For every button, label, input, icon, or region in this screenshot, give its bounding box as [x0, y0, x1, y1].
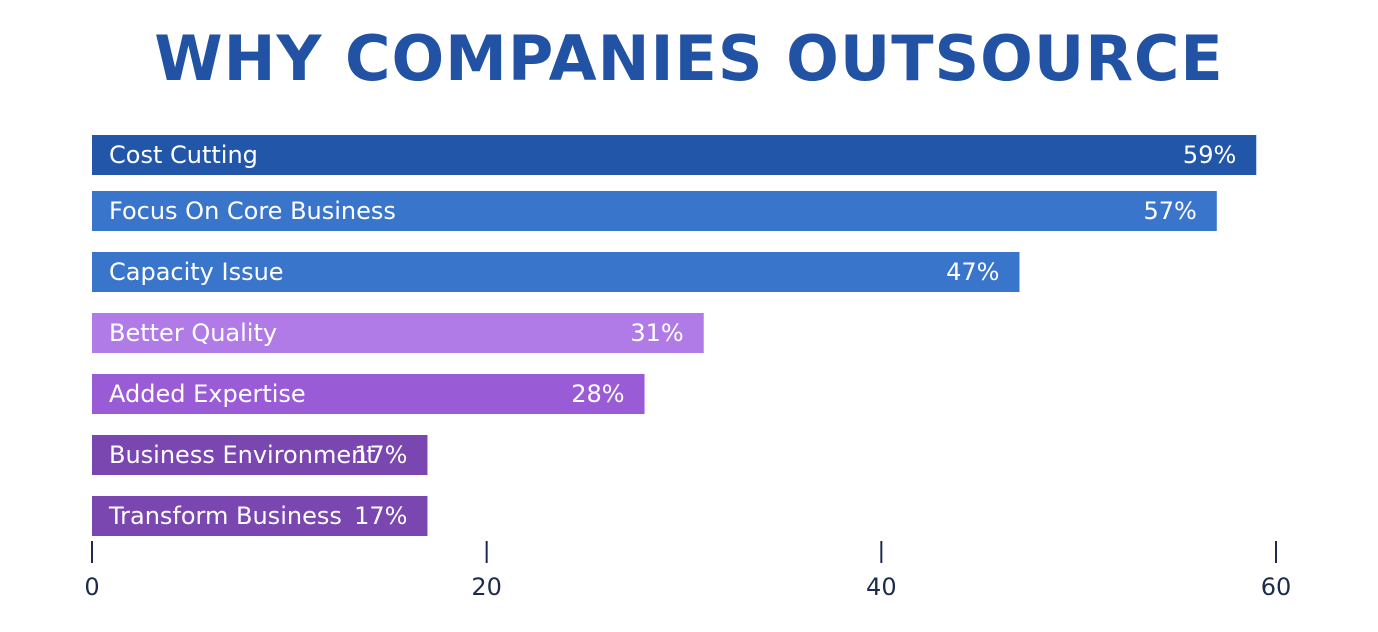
- bar-category-label: Capacity Issue: [109, 258, 284, 286]
- bar-value-label: 47%: [946, 258, 999, 286]
- bar-value-label: 28%: [571, 380, 624, 408]
- x-tick-label: 60: [1261, 573, 1292, 601]
- bar-value-label: 59%: [1183, 141, 1236, 169]
- bar-better-quality: [92, 313, 704, 353]
- bar-focus-on-core-business: [92, 191, 1217, 231]
- bar-category-label: Business Environment: [109, 441, 376, 469]
- bar-capacity-issue: [92, 252, 1020, 292]
- bars-group: Cost Cutting 59% Focus On Core Business 57%…: [92, 135, 1257, 536]
- bar-added-expertise: [92, 374, 645, 414]
- bar-category-label: Added Expertise: [109, 380, 306, 408]
- bar-value-label: 31%: [630, 319, 683, 347]
- bar-value-label: 17%: [354, 502, 407, 530]
- bar-category-label: Focus On Core Business: [109, 197, 396, 225]
- bar-category-label: Cost Cutting: [109, 141, 258, 169]
- chart-title: WHY COMPANIES OUTSOURCE: [154, 22, 1224, 95]
- x-tick-label: 40: [866, 573, 897, 601]
- x-axis: 0 20 40 60: [84, 541, 1291, 601]
- bar-value-label: 57%: [1143, 197, 1196, 225]
- x-tick-label: 20: [471, 573, 502, 601]
- bar-category-label: Transform Business: [108, 502, 342, 530]
- bar-transform-business: [92, 496, 428, 536]
- bar-cost-cutting: [92, 135, 1257, 175]
- x-tick-label: 0: [84, 573, 99, 601]
- bar-value-label: 17%: [354, 441, 407, 469]
- bar-business-environment: [92, 435, 428, 475]
- bar-category-label: Better Quality: [109, 319, 277, 347]
